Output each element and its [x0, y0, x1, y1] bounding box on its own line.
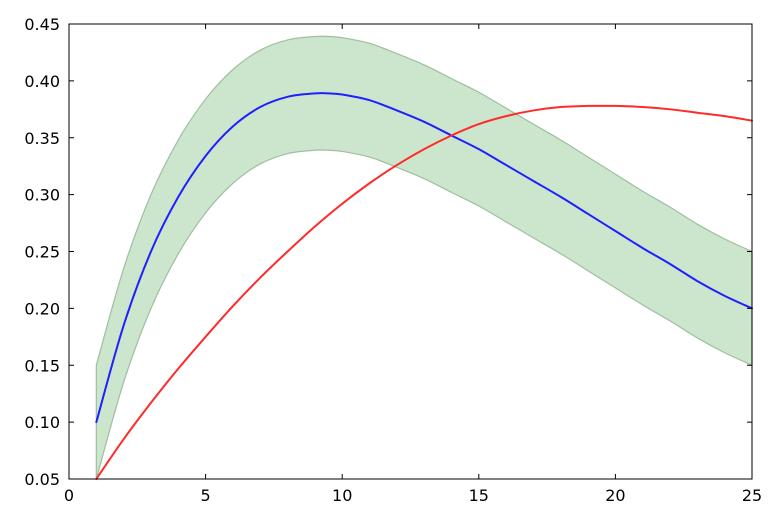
y-tick-label: 0.10	[24, 413, 60, 432]
y-tick-label: 0.15	[24, 356, 60, 375]
y-tick-label: 0.25	[24, 243, 60, 262]
y-tick-label: 0.35	[24, 129, 60, 148]
x-tick-label: 15	[469, 486, 489, 505]
y-tick-label: 0.45	[24, 15, 60, 34]
confidence-band	[95, 35, 753, 480]
tick-labels: 0 5 10 15 20 25 0.05 0.10 0.15 0.20 0.25 0.30 0.35 0.…	[24, 15, 762, 505]
y-tick-label: 0.40	[24, 72, 60, 91]
x-tick-label: 25	[742, 486, 762, 505]
series-line-2	[95, 104, 753, 480]
y-tick-label: 0.20	[24, 299, 60, 318]
y-tick-label: 0.30	[24, 186, 60, 205]
x-tick-label: 10	[332, 486, 352, 505]
x-tick-label: 0	[64, 486, 74, 505]
x-tick-label: 5	[201, 486, 211, 505]
plot-area	[95, 35, 753, 480]
x-tick-label: 20	[605, 486, 625, 505]
series-line-1	[95, 92, 753, 424]
y-tick-label: 0.05	[24, 470, 60, 489]
axis-ticks	[68, 23, 753, 480]
